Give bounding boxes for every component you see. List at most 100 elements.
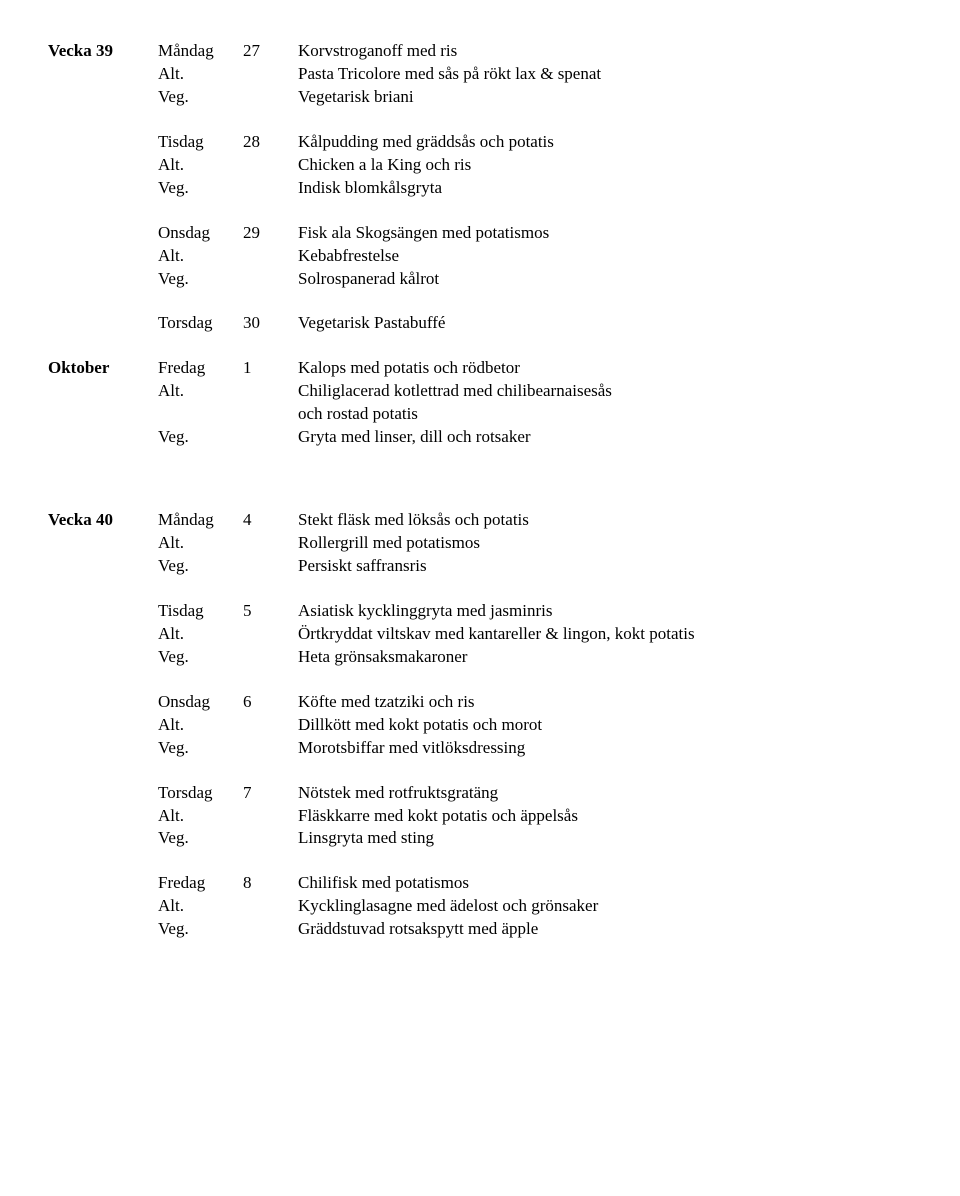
dish-text: Korvstroganoff med ris xyxy=(298,40,912,63)
week-label xyxy=(48,782,158,805)
day-label: Alt. xyxy=(158,63,298,86)
day-label: Onsdag29 xyxy=(158,222,298,245)
week-label xyxy=(48,714,158,737)
day-number: 30 xyxy=(243,312,260,335)
menu-row: Veg.Solrospanerad kålrot xyxy=(48,268,912,291)
week-label xyxy=(48,691,158,714)
week-label xyxy=(48,555,158,578)
week-label xyxy=(48,646,158,669)
menu-row: Alt.Fläskkarre med kokt potatis och äppe… xyxy=(48,805,912,828)
menu-row: Fredag8Chilifisk med potatismos xyxy=(48,872,912,895)
dish-text: Kalops med potatis och rödbetor xyxy=(298,357,912,380)
week-label xyxy=(48,245,158,268)
day-label: Alt. xyxy=(158,245,298,268)
dish-text: Vegetarisk Pastabuffé xyxy=(298,312,912,335)
day-number: 7 xyxy=(243,782,252,805)
dish-text: Vegetarisk briani xyxy=(298,86,912,109)
day-number: 1 xyxy=(243,357,252,380)
dish-text: Köfte med tzatziki och ris xyxy=(298,691,912,714)
dish-text: och rostad potatis xyxy=(298,403,912,426)
week-block: Vecka 39Måndag27Korvstroganoff med ris A… xyxy=(48,40,912,449)
dish-text: Persiskt saffransris xyxy=(298,555,912,578)
day-name: Fredag xyxy=(158,357,243,380)
dish-text: Kålpudding med gräddsås och potatis xyxy=(298,131,912,154)
day-name: Tisdag xyxy=(158,600,243,623)
menu-row: Alt.Chiliglacerad kotlettrad med chilibe… xyxy=(48,380,912,403)
day-number: 8 xyxy=(243,872,252,895)
week-label xyxy=(48,805,158,828)
menu-row: Alt.Chicken a la King och ris xyxy=(48,154,912,177)
week-label xyxy=(48,827,158,850)
week-label xyxy=(48,403,158,426)
day-label: Veg. xyxy=(158,555,298,578)
day-name: Torsdag xyxy=(158,782,243,805)
day-label: Tisdag28 xyxy=(158,131,298,154)
dish-text: Kycklinglasagne med ädelost och grönsake… xyxy=(298,895,912,918)
menu-row: Alt.Örtkryddat viltskav med kantareller … xyxy=(48,623,912,646)
week-label: Vecka 39 xyxy=(48,40,158,63)
menu-row: Veg.Linsgryta med sting xyxy=(48,827,912,850)
dish-text: Chicken a la King och ris xyxy=(298,154,912,177)
menu-row: Alt.Dillkött med kokt potatis och morot xyxy=(48,714,912,737)
day-number: 6 xyxy=(243,691,252,714)
week-label xyxy=(48,600,158,623)
day-label: Veg. xyxy=(158,177,298,200)
week-label xyxy=(48,737,158,760)
day-label: Alt. xyxy=(158,805,298,828)
day-label: Veg. xyxy=(158,426,298,449)
day-name: Torsdag xyxy=(158,312,243,335)
menu-row: Alt.Rollergrill med potatismos xyxy=(48,532,912,555)
day-name: Måndag xyxy=(158,509,243,532)
day-label xyxy=(158,403,298,426)
day-label: Torsdag30 xyxy=(158,312,298,335)
week-label: Oktober xyxy=(48,357,158,380)
day-label: Veg. xyxy=(158,918,298,941)
week-label xyxy=(48,86,158,109)
week-label xyxy=(48,177,158,200)
dish-text: Indisk blomkålsgryta xyxy=(298,177,912,200)
dish-text: Gryta med linser, dill och rotsaker xyxy=(298,426,912,449)
day-label: Alt. xyxy=(158,380,298,403)
dish-text: Fläskkarre med kokt potatis och äppelsås xyxy=(298,805,912,828)
dish-text: Fisk ala Skogsängen med potatismos xyxy=(298,222,912,245)
day-label: Alt. xyxy=(158,895,298,918)
dish-text: Chiliglacerad kotlettrad med chilibearna… xyxy=(298,380,912,403)
day-label: Alt. xyxy=(158,532,298,555)
week-label xyxy=(48,623,158,646)
menu-row: Tisdag28Kålpudding med gräddsås och pota… xyxy=(48,131,912,154)
menu-row: Veg.Persiskt saffransris xyxy=(48,555,912,578)
dish-text: Asiatisk kycklinggryta med jasminris xyxy=(298,600,912,623)
menu-row: Onsdag6Köfte med tzatziki och ris xyxy=(48,691,912,714)
menu-row: och rostad potatis xyxy=(48,403,912,426)
menu-row: Veg.Vegetarisk briani xyxy=(48,86,912,109)
menu-row: OktoberFredag1Kalops med potatis och röd… xyxy=(48,357,912,380)
day-label: Måndag4 xyxy=(158,509,298,532)
day-group: OktoberFredag1Kalops med potatis och röd… xyxy=(48,357,912,449)
week-label xyxy=(48,154,158,177)
day-group: Onsdag29Fisk ala Skogsängen med potatism… xyxy=(48,222,912,291)
day-number: 27 xyxy=(243,40,260,63)
day-name: Tisdag xyxy=(158,131,243,154)
day-label: Tisdag5 xyxy=(158,600,298,623)
menu-row: Alt.Kycklinglasagne med ädelost och grön… xyxy=(48,895,912,918)
week-label xyxy=(48,268,158,291)
dish-text: Kebabfrestelse xyxy=(298,245,912,268)
menu-row: Veg.Morotsbiffar med vitlöksdressing xyxy=(48,737,912,760)
week-label xyxy=(48,872,158,895)
dish-text: Pasta Tricolore med sås på rökt lax & sp… xyxy=(298,63,912,86)
menu-row: Tisdag5Asiatisk kycklinggryta med jasmin… xyxy=(48,600,912,623)
day-label: Måndag27 xyxy=(158,40,298,63)
day-label: Veg. xyxy=(158,646,298,669)
day-label: Fredag1 xyxy=(158,357,298,380)
day-group: Tisdag5Asiatisk kycklinggryta med jasmin… xyxy=(48,600,912,669)
menu-row: Vecka 40Måndag4Stekt fläsk med löksås oc… xyxy=(48,509,912,532)
dish-text: Solrospanerad kålrot xyxy=(298,268,912,291)
menu-row: Veg.Gräddstuvad rotsakspytt med äpple xyxy=(48,918,912,941)
dish-text: Morotsbiffar med vitlöksdressing xyxy=(298,737,912,760)
day-label: Fredag8 xyxy=(158,872,298,895)
day-group: Tisdag28Kålpudding med gräddsås och pota… xyxy=(48,131,912,200)
dish-text: Stekt fläsk med löksås och potatis xyxy=(298,509,912,532)
dish-text: Dillkött med kokt potatis och morot xyxy=(298,714,912,737)
week-label xyxy=(48,131,158,154)
menu-row: Alt.Kebabfrestelse xyxy=(48,245,912,268)
